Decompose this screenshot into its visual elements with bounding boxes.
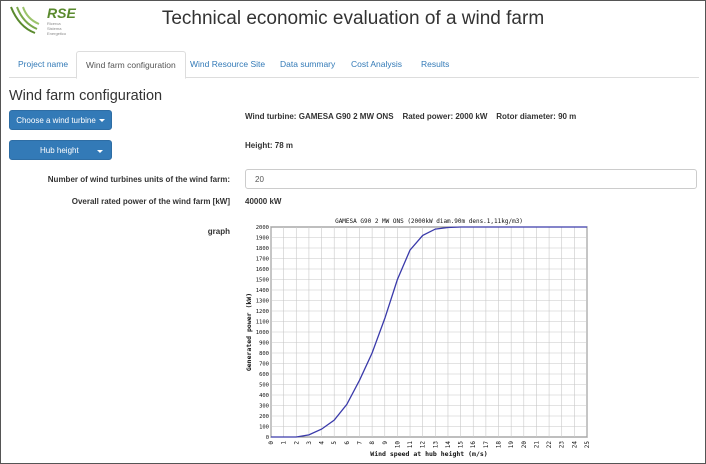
y-tick-label: 200 bbox=[259, 414, 269, 420]
chart-title: GAMESA G90 2 MW ONS (2000kW diam.90m den… bbox=[335, 218, 523, 225]
turbine-value: GAMESA G90 2 MW ONS bbox=[298, 112, 394, 121]
height-label: Height: bbox=[245, 141, 273, 150]
tab-project-name[interactable]: Project name bbox=[18, 59, 69, 69]
y-tick-label: 800 bbox=[259, 351, 269, 357]
y-tick-label: 2000 bbox=[256, 225, 269, 231]
units-input[interactable] bbox=[245, 169, 697, 189]
x-tick-label: 18 bbox=[496, 441, 503, 449]
rated-power-value: 2000 kW bbox=[455, 112, 488, 121]
tab-wind-farm-configuration[interactable]: Wind farm configuration bbox=[76, 51, 186, 79]
x-tick-label: 2 bbox=[293, 441, 300, 445]
y-tick-label: 1800 bbox=[256, 246, 269, 252]
y-tick-label: 1500 bbox=[256, 278, 269, 284]
x-tick-label: 19 bbox=[508, 441, 515, 449]
rotor-diameter-label: Rotor diameter: bbox=[496, 112, 556, 121]
logo-subtext: Ricerca Sistema Energetico bbox=[47, 21, 67, 36]
caret-down-icon bbox=[98, 118, 105, 122]
section-title: Wind farm configuration bbox=[9, 88, 163, 104]
height-value: 78 m bbox=[274, 141, 294, 150]
x-tick-label: 9 bbox=[382, 441, 389, 445]
y-axis-label: Generated power (kW) bbox=[245, 293, 253, 371]
y-tick-label: 1400 bbox=[256, 288, 269, 294]
x-tick-label: 24 bbox=[571, 441, 578, 449]
y-tick-label: 1700 bbox=[256, 257, 269, 263]
rse-logo: RSE Ricerca Sistema Energetico bbox=[9, 5, 76, 37]
tab-cost-analysis[interactable]: Cost Analysis bbox=[351, 59, 403, 69]
x-tick-label: 4 bbox=[319, 441, 326, 445]
rated-power-label: Rated power: bbox=[402, 112, 454, 121]
x-tick-label: 11 bbox=[407, 441, 414, 449]
rotor-diameter-value: 90 m bbox=[558, 112, 577, 121]
y-tick-label: 100 bbox=[259, 425, 269, 431]
power-curve-svg: GAMESA G90 2 MW ONS (2000kW diam.90m den… bbox=[245, 218, 591, 458]
x-tick-label: 12 bbox=[420, 441, 427, 449]
y-tick-label: 600 bbox=[259, 372, 269, 378]
y-tick-label: 1600 bbox=[256, 267, 269, 273]
x-tick-label: 13 bbox=[432, 441, 439, 449]
y-tick-label: 400 bbox=[259, 393, 269, 399]
x-tick-label: 5 bbox=[331, 441, 338, 445]
choose-turbine-label: Choose a wind turbine bbox=[16, 115, 96, 125]
x-tick-label: 25 bbox=[584, 441, 591, 449]
x-axis-label: Wind speed at hub height (m/s) bbox=[370, 450, 487, 458]
x-tick-label: 20 bbox=[521, 441, 528, 449]
logo-text: RSE bbox=[47, 5, 76, 21]
overall-power-value: 40000 kW bbox=[245, 197, 282, 206]
y-tick-label: 1000 bbox=[256, 330, 269, 336]
power-curve-line bbox=[271, 226, 587, 438]
app-title: Technical economic evaluation of a wind … bbox=[161, 8, 545, 29]
x-tick-label: 22 bbox=[546, 441, 553, 449]
y-tick-label: 1200 bbox=[256, 309, 269, 315]
turbine-label: Wind turbine: bbox=[245, 112, 297, 121]
y-tick-label: 900 bbox=[259, 341, 269, 347]
y-tick-label: 500 bbox=[259, 383, 269, 389]
graph-label: graph bbox=[207, 227, 230, 236]
y-tick-label: 700 bbox=[259, 362, 269, 368]
y-tick-label: 1300 bbox=[256, 299, 269, 305]
height-info: Height: 78 m bbox=[245, 141, 293, 150]
y-tick-label: 0 bbox=[266, 435, 269, 441]
x-tick-label: 0 bbox=[268, 441, 275, 445]
overall-power-label: Overall rated power of the wind farm [kW… bbox=[71, 197, 230, 206]
hub-height-button[interactable]: Hub height bbox=[9, 140, 112, 160]
nav-tabs: Project name Wind farm configuration Win… bbox=[9, 51, 699, 79]
turbine-info: Wind turbine: GAMESA G90 2 MW ONS Rated … bbox=[245, 112, 576, 121]
x-tick-label: 10 bbox=[394, 441, 401, 449]
x-tick-label: 17 bbox=[483, 441, 490, 449]
units-label: Number of wind turbines units of the win… bbox=[47, 175, 230, 184]
wind-arcs-icon bbox=[10, 6, 40, 34]
tab-results[interactable]: Results bbox=[421, 59, 450, 69]
x-tick-label: 3 bbox=[306, 441, 313, 445]
x-tick-label: 23 bbox=[559, 441, 566, 449]
x-tick-label: 16 bbox=[470, 441, 477, 449]
power-curve-chart: GAMESA G90 2 MW ONS (2000kW diam.90m den… bbox=[231, 215, 593, 461]
tab-data-summary[interactable]: Data summary bbox=[280, 59, 336, 69]
x-tick-label: 1 bbox=[281, 441, 288, 445]
x-tick-label: 8 bbox=[369, 441, 376, 445]
x-tick-label: 6 bbox=[344, 441, 351, 445]
x-tick-label: 21 bbox=[533, 441, 540, 449]
choose-turbine-button[interactable]: Choose a wind turbine bbox=[9, 110, 112, 130]
x-tick-label: 7 bbox=[356, 441, 363, 445]
hub-height-label: Hub height bbox=[40, 146, 79, 155]
caret-down-icon bbox=[97, 150, 103, 153]
y-tick-label: 1100 bbox=[256, 320, 269, 326]
y-tick-label: 300 bbox=[259, 404, 269, 410]
x-tick-label: 15 bbox=[458, 441, 465, 449]
tab-wind-resource-site[interactable]: Wind Resource Site bbox=[190, 59, 266, 69]
app-header: RSE Ricerca Sistema Energetico Technical… bbox=[1, 1, 705, 41]
x-tick-label: 14 bbox=[445, 441, 452, 449]
y-tick-label: 1900 bbox=[256, 236, 269, 242]
